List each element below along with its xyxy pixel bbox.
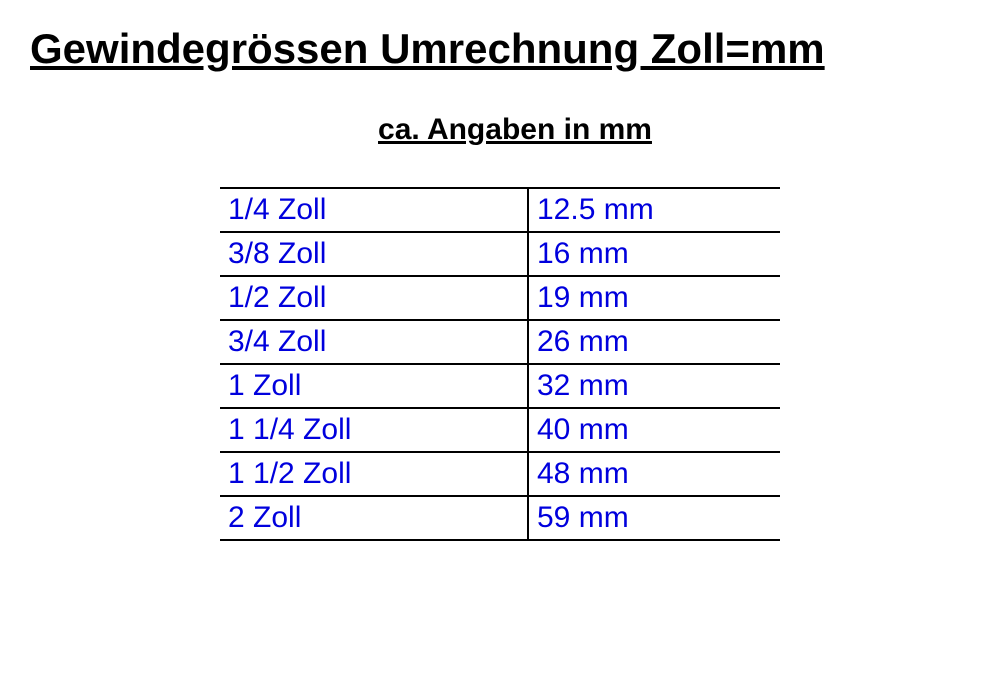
mm-cell: 12.5 mm [528, 188, 780, 232]
table-row: 1 Zoll 32 mm [220, 364, 780, 408]
conversion-table-container: 1/4 Zoll 12.5 mm 3/8 Zoll 16 mm 1/2 Zoll… [0, 187, 1000, 541]
table-row: 1 1/2 Zoll 48 mm [220, 452, 780, 496]
mm-cell: 48 mm [528, 452, 780, 496]
zoll-cell: 1/4 Zoll [220, 188, 528, 232]
zoll-cell: 2 Zoll [220, 496, 528, 540]
mm-cell: 32 mm [528, 364, 780, 408]
table-row: 1 1/4 Zoll 40 mm [220, 408, 780, 452]
mm-cell: 26 mm [528, 320, 780, 364]
mm-cell: 59 mm [528, 496, 780, 540]
zoll-cell: 1/2 Zoll [220, 276, 528, 320]
table-row: 1/4 Zoll 12.5 mm [220, 188, 780, 232]
table-row: 2 Zoll 59 mm [220, 496, 780, 540]
zoll-cell: 1 1/4 Zoll [220, 408, 528, 452]
table-row: 1/2 Zoll 19 mm [220, 276, 780, 320]
mm-cell: 16 mm [528, 232, 780, 276]
zoll-cell: 3/4 Zoll [220, 320, 528, 364]
mm-cell: 19 mm [528, 276, 780, 320]
zoll-cell: 1 1/2 Zoll [220, 452, 528, 496]
page-title: Gewindegrössen Umrechnung Zoll=mm [0, 25, 1000, 73]
zoll-cell: 1 Zoll [220, 364, 528, 408]
zoll-cell: 3/8 Zoll [220, 232, 528, 276]
table-row: 3/8 Zoll 16 mm [220, 232, 780, 276]
mm-cell: 40 mm [528, 408, 780, 452]
page-subtitle: ca. Angaben in mm [0, 113, 1000, 147]
table-row: 3/4 Zoll 26 mm [220, 320, 780, 364]
conversion-table: 1/4 Zoll 12.5 mm 3/8 Zoll 16 mm 1/2 Zoll… [220, 187, 780, 541]
